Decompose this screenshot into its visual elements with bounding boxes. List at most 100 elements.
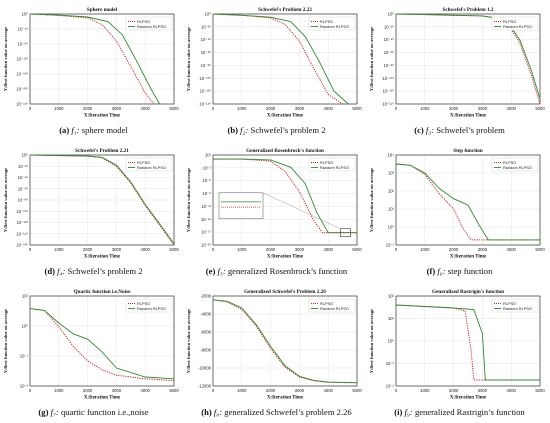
chart-title: Generalized Schwefel's Problem 2.26 (244, 289, 326, 295)
chart-title: Sphere model (87, 7, 118, 13)
plot-frame (395, 154, 541, 246)
x-tick-label: 1000 (237, 247, 247, 252)
caption-label: (f) (426, 266, 438, 276)
caption-label: (b) (227, 125, 241, 135)
panel-caption-e: (e) f₅: generalized Rosenbrock’s functio… (185, 266, 368, 276)
y-axis-label: Y:Best function value on average (186, 309, 191, 373)
y-tick-label: 10⁻¹ (20, 354, 29, 359)
y-tick-label: 10⁻⁵ (202, 178, 211, 183)
y-axis-label: Y:Best function value on average (3, 27, 8, 91)
series-line-rlpso (29, 308, 175, 382)
y-tick-label: 10² (388, 294, 395, 299)
chart-svg-h: Generalized Schwefel's Problem 2.26 -2000… (186, 289, 362, 401)
x-axis-label: X:Iteration Time (450, 255, 487, 260)
y-tick-label: 10⁻¹⁴⁰ (382, 102, 394, 107)
legend-entry: Random RLPSO (137, 24, 166, 29)
legend (308, 16, 356, 31)
x-tick-label: 2000 (449, 247, 459, 252)
chart-title: Schwefel's Problem 2.21 (75, 148, 129, 154)
x-tick-label: 1000 (237, 388, 247, 393)
plot-frame (395, 295, 541, 387)
legend (308, 157, 356, 172)
y-tick-label: 10³ (388, 171, 395, 176)
caption-label: (a) (59, 125, 72, 135)
caption-label: (g) (38, 407, 51, 417)
chart-panel-b: Schwefel's Problem 2.22 10⁰ 10⁻²⁰ 10⁻⁴⁰ 10⁻⁶… (185, 2, 365, 122)
x-tick-label: 3000 (295, 247, 305, 252)
x-tick-label: 4000 (507, 247, 517, 252)
legend-entry: Random RLPSO (503, 165, 532, 170)
y-tick-label: 10⁻⁶⁰ (384, 50, 395, 55)
x-tick-label: 2000 (266, 247, 276, 252)
y-tick-label: 10⁻⁸ (202, 191, 211, 196)
caption-text: step function (447, 266, 493, 276)
x-axis-label: X:Iteration Time (267, 255, 304, 260)
x-tick-label: 2000 (266, 388, 276, 393)
caption-function: f₂: (240, 125, 251, 135)
caption-text: generalized Rastrigin’s function (414, 407, 525, 417)
caption-function: f₇: (50, 407, 61, 417)
series-line-rlpso (395, 304, 540, 381)
y-tick-label: 10⁻⁴⁰ (201, 37, 212, 42)
y-axis-label: Y:Best function value on average (3, 309, 8, 373)
panel-caption-b: (b) f₂: Schwefel’s problem 2 (185, 125, 368, 135)
x-tick-label: 0 (212, 106, 215, 111)
caption-label: (e) (205, 266, 218, 276)
caption-label: (d) (44, 266, 58, 276)
series-line-random-rlpso (29, 13, 160, 105)
y-tick-label: 10¹ (22, 294, 29, 299)
y-tick-label: 10⁻²⁰⁰ (16, 87, 28, 92)
caption-text: Schwefel’s problem (436, 125, 505, 135)
plot-frame (29, 154, 175, 246)
chart-panel-g: Quartic function i.e.Noise 10¹ 10⁰ 10⁻¹ 10⁻²… (2, 284, 182, 404)
inset-box (218, 192, 264, 220)
chart-panel-e: Generalized Rosenbrock's function 10¹ 10⁻²… (185, 143, 365, 263)
x-tick-label: 5000 (352, 106, 362, 111)
legend (491, 157, 539, 172)
x-tick-label: 4000 (324, 388, 334, 393)
y-axis-label: Y:Best function value on average (3, 168, 8, 232)
y-axis-label: Y:Best function value on average (369, 27, 374, 91)
caption-label: (i) (394, 407, 405, 417)
x-tick-label: 2000 (83, 388, 93, 393)
x-tick-label: 5000 (535, 388, 545, 393)
legend (125, 298, 173, 313)
chart-panel-c: Schwefel's Problem 1.2 10⁰ 10⁻²⁰ 10⁻⁴⁰ 10⁻⁶⁰… (368, 2, 548, 122)
series-line-rlpso (212, 299, 358, 384)
plot-frame (395, 13, 541, 105)
caption-label: (h) (201, 407, 214, 417)
x-tick-label: 5000 (535, 106, 545, 111)
x-tick-label: 0 (29, 388, 32, 393)
series-line-rlpso (395, 163, 540, 241)
x-axis-label: X:Iteration Time (84, 255, 121, 260)
legend-entry: RLPSO (503, 160, 516, 165)
x-tick-label: 3000 (112, 247, 122, 252)
plot-frame (212, 154, 358, 246)
y-tick-label: 10⁻¹²⁰ (17, 57, 29, 62)
panel-caption-d: (d) f₄: Schwefel’s problem 2 (2, 266, 185, 276)
x-tick-label: 3000 (478, 106, 488, 111)
y-tick-label: 10⁻⁸⁰ (201, 63, 212, 68)
x-tick-label: 2000 (449, 388, 459, 393)
x-tick-label: 0 (395, 247, 398, 252)
legend (491, 16, 539, 31)
y-tick-label: 10⁻²⁰ (18, 164, 28, 169)
panel-caption-i: (i) f₉: generalized Rastrigin’s function (368, 407, 550, 417)
x-tick-label: 0 (212, 247, 215, 252)
legend-entry: RLPSO (320, 160, 333, 165)
series-line-random-rlpso (212, 299, 358, 384)
y-tick-label: 10⁰ (388, 225, 395, 230)
y-tick-label: 10⁻¹⁴⁰ (16, 231, 28, 236)
legend-entry: RLPSO (137, 160, 150, 165)
y-tick-label: 10⁻⁸⁰ (18, 198, 29, 203)
x-tick-label: 1000 (54, 388, 64, 393)
legend-entry: Random RLPSO (320, 165, 349, 170)
y-tick-label: 10⁻² (386, 384, 395, 389)
caption-text: quartic function i.e.,noise (60, 407, 149, 417)
chart-panel-d: Schwefel's Problem 2.21 10⁰ 10⁻²⁰ 10⁻⁴⁰ 10⁻⁶… (2, 143, 182, 263)
y-tick-label: -2000 (200, 294, 211, 299)
panel-caption-a: (a) f₁: sphere model (2, 125, 185, 135)
chart-panel-h: Generalized Schwefel's Problem 2.26 -2000… (185, 284, 365, 404)
legend-entry: RLPSO (320, 19, 333, 24)
legend-entry: Random RLPSO (503, 306, 532, 311)
